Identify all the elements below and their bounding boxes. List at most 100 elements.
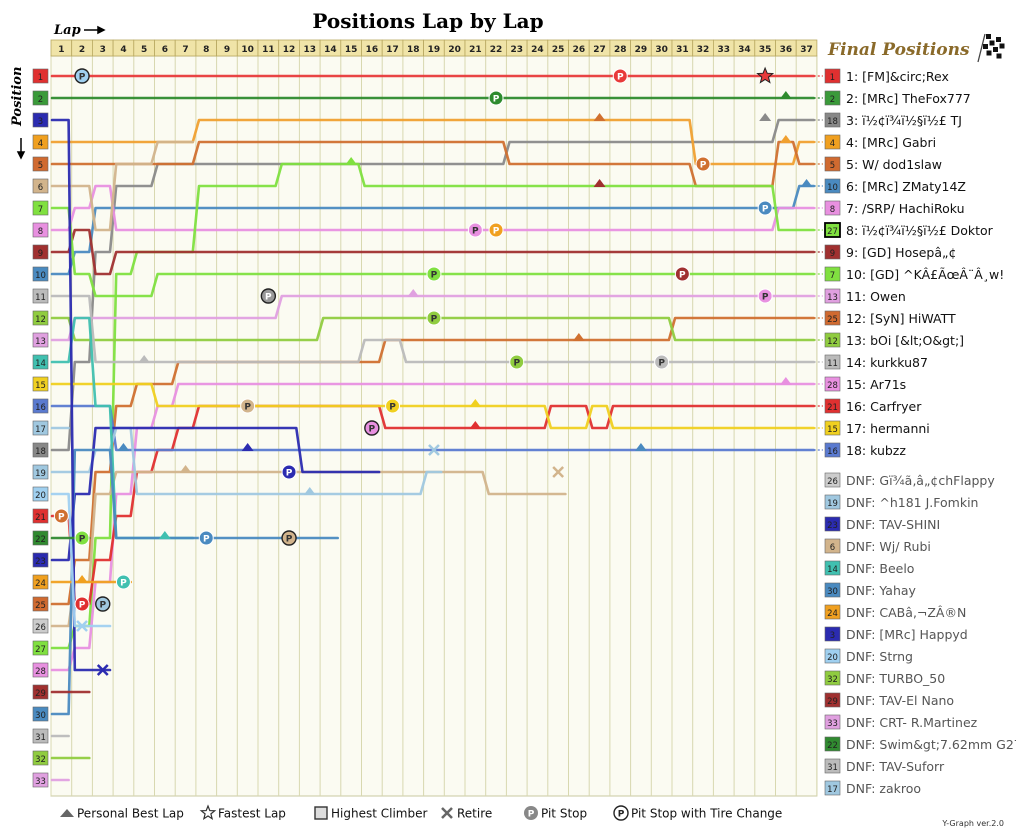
lap-tick-label: 29 (635, 45, 648, 55)
position-badge (32, 376, 49, 392)
final-driver-name: 4: [MRc] Gabri (846, 135, 936, 150)
final-driver-name: DNF: Wj/ Rubi (846, 539, 931, 554)
final-badge-label: 6 (830, 543, 835, 553)
final-badge (824, 156, 841, 172)
position-badge (32, 662, 49, 678)
lap-tick-label: 34 (738, 45, 751, 55)
pit-stop-marker (757, 200, 773, 216)
pit-tire-change-marker (74, 68, 90, 84)
legend-pit-tire-icon (613, 805, 629, 821)
pit-stop-marker (198, 530, 214, 546)
pit-marker-label: P (286, 469, 293, 479)
x-axis-label: Lap (53, 23, 81, 38)
final-badge-label: 31 (827, 763, 838, 773)
final-badge-label: 18 (827, 117, 838, 127)
pit-marker-label: P (472, 227, 479, 237)
position-tick-label: 18 (35, 447, 46, 457)
final-driver-name: 2: [MRc] TheFox777 (846, 91, 971, 106)
position-tick-label: 16 (35, 403, 46, 413)
position-badge (32, 288, 49, 304)
final-badge (824, 398, 841, 414)
position-badge (32, 596, 49, 612)
final-badge-label: 22 (827, 741, 838, 751)
pit-marker-label: P (762, 293, 769, 303)
position-tick-label: 27 (35, 645, 46, 655)
lap-tick-label: 7 (182, 45, 188, 55)
final-badge (824, 714, 841, 730)
final-badge (824, 472, 841, 488)
lap-tick-label: 21 (469, 45, 482, 55)
final-driver-name: 10: [GD] ^KÂ£ÃœÂ¨Â¸w! (846, 267, 1004, 282)
final-badge (824, 134, 841, 150)
position-badge (32, 486, 49, 502)
pit-marker-label: P (389, 403, 396, 413)
plot-area (50, 55, 818, 797)
position-badge (32, 530, 49, 546)
final-driver-name: DNF: [MRc] Happyd (846, 627, 968, 642)
legend-item-label: Fastest Lap (218, 807, 286, 821)
final-badge (824, 670, 841, 686)
position-badge (32, 640, 49, 656)
lap-tick-label: 16 (366, 45, 379, 55)
pit-tire-change-marker (95, 596, 111, 612)
series-line (50, 382, 816, 430)
series-line (50, 184, 816, 276)
series-line (50, 184, 816, 232)
position-badge (32, 156, 49, 172)
position-tick-label: 9 (38, 249, 43, 259)
legend-highest-climber-icon (314, 806, 328, 820)
final-badge (824, 442, 841, 458)
grid (50, 55, 818, 797)
final-badge (824, 560, 841, 576)
lap-tick-label: 26 (573, 45, 586, 55)
pit-stop-marker (281, 464, 297, 480)
personal-best-marker (572, 333, 585, 341)
final-badge-label: 27 (827, 227, 838, 237)
personal-best-marker (593, 179, 606, 187)
final-badge (824, 376, 841, 392)
pit-marker-label: P (493, 227, 500, 237)
position-tick-label: 6 (38, 183, 43, 193)
lap-tick-label: 8 (203, 45, 209, 55)
position-tick-label: 8 (38, 227, 43, 237)
markers: P P P P P P P P P P P P P P P P P P P P P P P P P (53, 66, 813, 676)
position-tick-label: 14 (35, 359, 46, 369)
final-driver-name: DNF: TAV-Suforr (846, 759, 945, 774)
final-badge-label: 16 (827, 447, 838, 457)
final-badge (824, 604, 841, 620)
final-badge-label: 33 (827, 719, 838, 729)
final-badge (824, 310, 841, 326)
final-badge (824, 178, 841, 194)
final-badge-label: 14 (827, 565, 838, 575)
position-badge (32, 706, 49, 722)
pit-marker-label: P (265, 293, 272, 303)
position-badge (32, 398, 49, 414)
personal-best-marker (138, 355, 151, 363)
final-badge (824, 288, 841, 304)
final-badge (824, 332, 841, 348)
final-badge-label: 7 (830, 271, 835, 281)
lap-tick-label: 30 (655, 45, 668, 55)
personal-best-marker (158, 531, 171, 539)
lap-tick-label: 4 (120, 45, 126, 55)
final-badge (824, 736, 841, 752)
lap-tick-label: 19 (428, 45, 441, 55)
retire-marker (428, 444, 440, 456)
lap-arrow-icon (84, 25, 106, 35)
position-tick-label: 28 (35, 667, 46, 677)
position-badge (32, 266, 49, 282)
lap-tick-label: 27 (593, 45, 606, 55)
lap-tick-label: 18 (407, 45, 420, 55)
lap-tick-label: 17 (386, 45, 399, 55)
personal-best-marker (593, 113, 606, 121)
personal-best-marker (634, 443, 647, 451)
lap-tick-label: 22 (490, 45, 503, 55)
position-badge (32, 68, 49, 84)
retire-marker (96, 664, 109, 676)
legend-pit-tire-icon-label: P (618, 810, 625, 820)
final-badge (824, 90, 841, 106)
final-badge-label: 2 (830, 95, 835, 105)
y-axis-label: Position (10, 67, 25, 127)
